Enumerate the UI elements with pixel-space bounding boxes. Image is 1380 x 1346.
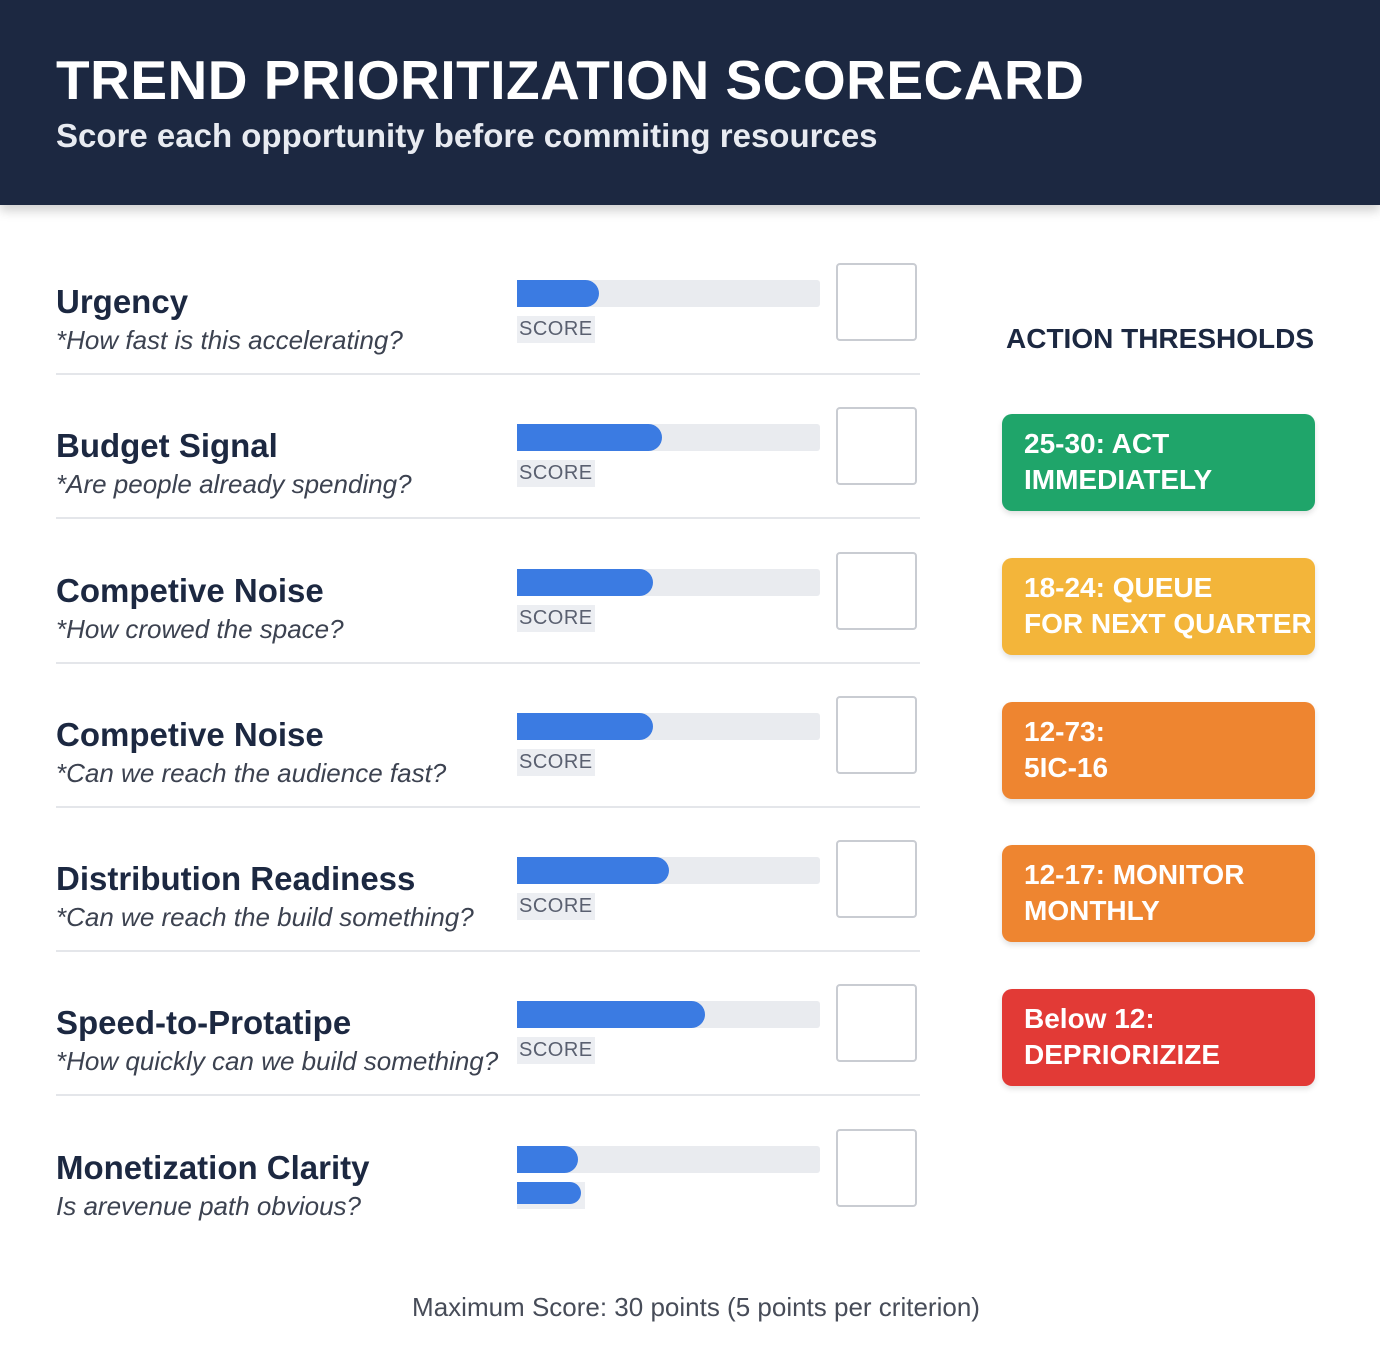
threshold-range: 12-73: [1024,716,1105,747]
score-bar [517,1146,820,1173]
score-input-box[interactable] [836,1129,917,1207]
score-input-box[interactable] [836,696,917,774]
criterion-question: *How crowed the space? [56,614,344,644]
row-divider [56,950,920,952]
threshold-action: IMMEDIATELY [1024,464,1213,495]
criterion-row-speed-to-prototype: Speed-to-Protatipe *How quickly can we b… [0,984,940,1149]
score-bar [517,569,820,596]
score-input-box[interactable] [836,984,917,1062]
score-bar-fill [517,280,599,307]
threshold-badge-queue: 18-24: QUEUE FOR NEXT QUARTER [1002,558,1315,655]
threshold-range: 18-24: QUEUE [1024,572,1213,603]
criterion-question: *How fast is this accelerating? [56,325,403,355]
criterion-title: Budget Signal [56,427,278,464]
criterion-title: Distribution Readiness [56,860,416,897]
score-bar [517,713,820,740]
criterion-row-budget-signal: Budget Signal *Are people already spendi… [0,407,940,572]
score-input-box[interactable] [836,840,917,918]
threshold-action: DEPRIORIZIZE [1024,1039,1221,1070]
threshold-action: MONTHLY [1024,895,1160,926]
score-bar [517,280,820,307]
score-label: SCORE [517,749,595,776]
criterion-row-urgency: Urgency *How fast is this accelerating? … [0,263,940,428]
score-bar-fill [517,857,669,884]
score-label-fill [517,1182,581,1204]
criterion-question: *Can we reach the audience fast? [56,758,447,788]
threshold-action: FOR NEXT QUARTER [1024,608,1312,639]
score-bar [517,857,820,884]
criterion-title: Monetization Clarity [56,1149,370,1186]
score-input-box[interactable] [836,552,917,630]
thresholds-title: ACTION THRESHOLDS [1006,323,1314,354]
criterion-question: *Can we reach the build something? [56,902,474,932]
threshold-badge-deprioritize: Below 12: DEPRIORIZIZE [1002,989,1315,1086]
threshold-range: Below 12: [1024,1003,1155,1034]
threshold-action: 5IC-16 [1024,752,1109,783]
row-divider [56,806,920,808]
criterion-title: Urgency [56,283,189,320]
score-label: SCORE [517,605,595,632]
score-bar [517,1001,820,1028]
score-label [517,1182,585,1209]
criterion-question: *Are people already spending? [56,469,412,499]
score-bar-fill [517,424,663,451]
row-divider [56,373,920,375]
score-bar-fill [517,569,654,596]
score-bar-fill [517,1001,705,1028]
criterion-row-distribution-readiness: Distribution Readiness *Can we reach the… [0,840,940,1005]
score-label: SCORE [517,316,595,343]
criterion-title: Competive Noise [56,716,324,753]
score-input-box[interactable] [836,263,917,341]
score-bar [517,424,820,451]
criterion-row-competitive-noise-2: Competive Noise *Can we reach the audien… [0,696,940,861]
threshold-range: 25-30: ACT [1024,428,1170,459]
score-label: SCORE [517,893,595,920]
criterion-question: *How quickly can we build something? [56,1046,499,1076]
criterion-title: Competive Noise [56,572,324,609]
threshold-badge-mid: 12-73: 5IC-16 [1002,702,1315,799]
criterion-row-monetization-clarity: Monetization Clarity Is arevenue path ob… [0,1129,940,1294]
row-divider [56,1094,920,1096]
page-subtitle: Score each opportunity before commiting … [56,117,878,154]
score-label: SCORE [517,1037,595,1064]
criterion-title: Speed-to-Protatipe [56,1004,352,1041]
score-bar-fill [517,713,654,740]
criterion-question: Is arevenue path obvious? [56,1191,361,1221]
threshold-range: 12-17: MONITOR [1024,859,1245,890]
row-divider [56,662,920,664]
threshold-badge-monitor: 12-17: MONITOR MONTHLY [1002,845,1315,942]
score-label: SCORE [517,460,595,487]
header-banner: TREND PRIORITIZATION SCORECARD Score eac… [0,0,1380,205]
threshold-badge-act: 25-30: ACT IMMEDIATELY [1002,414,1315,511]
criterion-row-competitive-noise: Competive Noise *How crowed the space? S… [0,552,940,717]
page-title: TREND PRIORITIZATION SCORECARD [56,49,1085,111]
score-bar-fill [517,1146,578,1173]
row-divider [56,517,920,519]
footer-note: Maximum Score: 30 points (5 points per c… [412,1292,980,1322]
score-input-box[interactable] [836,407,917,485]
